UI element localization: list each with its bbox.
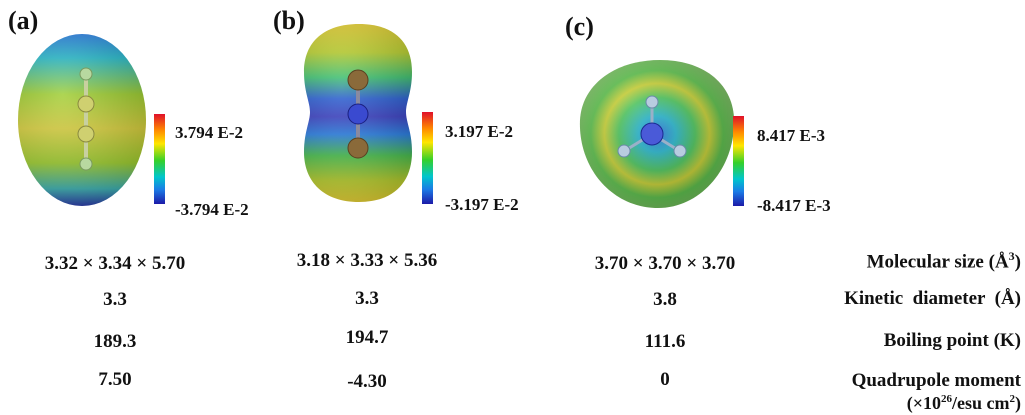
quadrupole-value-a: 7.50 xyxy=(98,369,132,390)
panel-a-potential-surface xyxy=(18,34,146,206)
boiling-point-label: Boiling point (K) xyxy=(883,330,1021,351)
panel-b-potential-surface xyxy=(304,24,412,202)
panel-c-scale-max: 8.417 E-3 xyxy=(757,126,825,145)
panel-c-scale-min: -8.417 E-3 xyxy=(757,196,831,215)
panel-c-colorbar xyxy=(733,116,744,206)
panel-a-colorbar xyxy=(154,114,165,204)
kinetic-diameter-value-a: 3.3 xyxy=(103,289,127,310)
panel-a-scale-min: -3.794 E-2 xyxy=(175,200,249,219)
panel-b-scale-max: 3.197 E-2 xyxy=(445,122,513,141)
boiling-point-value-b: 194.7 xyxy=(345,327,389,348)
boiling-point-value-c: 111.6 xyxy=(644,331,686,352)
panel-b-label: (b) xyxy=(273,6,305,35)
panel-b-colorbar xyxy=(422,112,433,204)
quadrupole-label: Quadrupole moment xyxy=(851,370,1021,391)
kinetic-diameter-value-c: 3.8 xyxy=(653,289,677,310)
quadrupole-value-b: -4.30 xyxy=(347,371,387,392)
panel-a-label: (a) xyxy=(8,6,39,35)
panel-c-label: (c) xyxy=(565,12,594,41)
molecular-size-label: Molecular size (Å3) xyxy=(866,249,1021,273)
kinetic-diameter-value-b: 3.3 xyxy=(355,288,379,309)
quadrupole-value-c: 0 xyxy=(660,369,670,390)
quadrupole-unit-label: (×1026/esu cm2) xyxy=(906,393,1021,413)
kinetic-diameter-label: Kinetic diameter (Å) xyxy=(844,288,1021,309)
panel-c-potential-surface xyxy=(579,60,735,208)
panel-b-molecule xyxy=(347,69,369,159)
panel-a-molecule xyxy=(77,67,95,171)
molecular-size-value-a: 3.32 × 3.34 × 5.70 xyxy=(44,253,186,274)
panel-a-scale-max: 3.794 E-2 xyxy=(175,123,243,142)
molecular-size-value-c: 3.70 × 3.70 × 3.70 xyxy=(594,253,736,274)
panel-b-scale-min: -3.197 E-2 xyxy=(445,195,519,214)
molecular-size-value-b: 3.18 × 3.33 × 5.36 xyxy=(296,250,438,271)
panel-c-molecule xyxy=(617,95,687,158)
boiling-point-value-a: 189.3 xyxy=(93,331,137,352)
